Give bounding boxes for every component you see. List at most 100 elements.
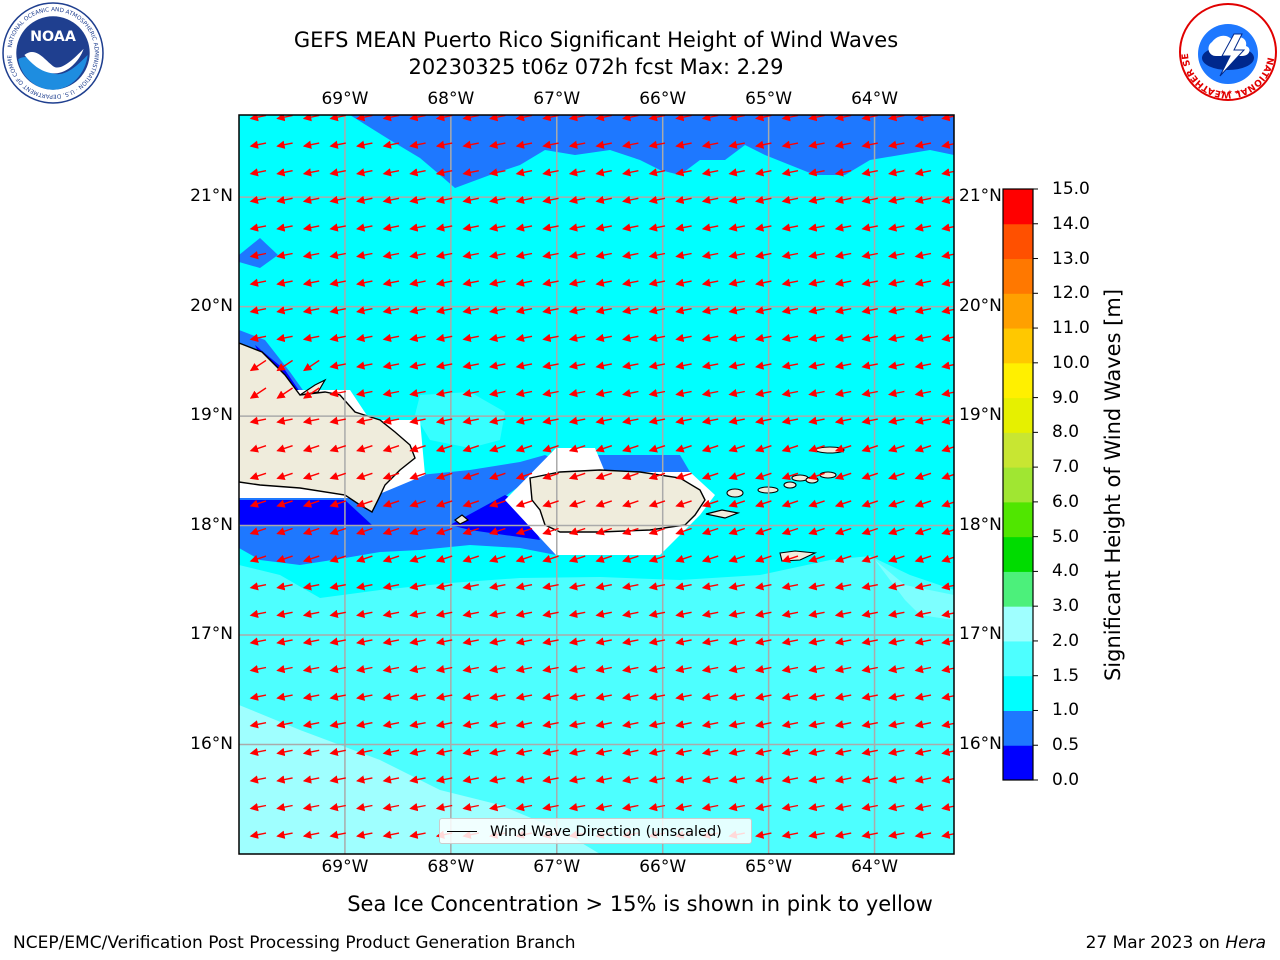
wave-direction-arrow [409,527,426,536]
wave-direction-arrow [489,775,506,784]
wave-direction-arrow [675,637,692,646]
wave-direction-arrow [356,609,373,619]
wave-direction-arrow [701,251,719,260]
wave-direction-arrow [914,775,932,784]
wave-direction-arrow [356,720,373,729]
wave-direction-arrow [675,775,692,784]
wave-direction-arrow [568,665,586,674]
wave-direction-arrow [409,115,426,122]
wave-direction-arrow [276,554,293,563]
wave-direction-arrow [329,554,347,563]
wave-direction-arrow [781,609,799,619]
wave-direction-arrow [808,692,825,701]
wave-region-0-5-1-0-pr-north [595,455,690,472]
wave-direction-arrow [914,609,932,619]
wave-direction-arrow [701,444,719,453]
wave-direction-arrow [808,803,825,812]
wave-direction-arrow [834,582,852,591]
wave-direction-arrow [914,278,932,287]
wave-direction-arrow [329,499,347,508]
wave-direction-arrow [249,609,267,619]
colorbar-tick-label: 15.0 [1052,179,1090,199]
wave-direction-arrow [888,582,905,591]
colorbar-tick-label: 4.0 [1052,561,1080,582]
wave-direction-arrow [462,665,479,674]
wave-direction-arrow [861,803,878,812]
wave-direction-arrow [808,720,825,729]
wave-direction-arrow [489,251,506,260]
wave-direction-arrow [941,609,954,619]
colorbar-tick-label: 11.0 [1052,318,1090,339]
wave-direction-arrow [675,251,692,260]
wave-direction-arrow [808,278,825,287]
wave-direction-arrow [302,527,320,536]
wave-direction-arrow [648,747,666,757]
colorbar-tick-label: 0.0 [1052,770,1080,790]
wave-direction-arrow [382,747,400,757]
wave-direction-arrow [755,582,772,591]
wave-direction-arrow [276,472,293,481]
wave-direction-arrow [648,389,666,398]
wave-direction-arrow [489,692,506,701]
wave-direction-arrow [622,472,639,481]
wave-direction-arrow [648,444,666,453]
wave-direction-arrow [489,223,506,232]
wave-direction-arrow [409,195,426,205]
wave-direction-arrow [861,527,879,536]
wave-direction-arrow [489,168,506,177]
wave-direction-arrow [701,223,719,232]
wave-direction-arrow [701,195,719,205]
wave-direction-arrow [409,168,426,177]
wave-direction-arrow [888,115,905,122]
footer-host: Hera [1225,933,1266,953]
wave-direction-arrow [489,803,506,812]
wave-direction-arrow [435,665,453,674]
wave-direction-arrow [808,609,825,619]
wave-direction-arrow [542,637,559,646]
wave-direction-arrow [356,389,373,398]
wave-direction-arrow [888,416,905,425]
wave-direction-arrow [808,665,825,674]
wave-direction-arrow [781,692,799,701]
wave-direction-arrow [781,389,799,398]
wave-direction-arrow [914,251,932,260]
wave-direction-arrow [914,830,932,839]
wave-direction-arrow [462,168,479,177]
wave-direction-arrow [329,361,346,370]
colorbar-tick-label: 1.5 [1052,665,1080,686]
wave-direction-arrow [888,747,905,757]
wave-direction-arrow [648,278,666,287]
wave-direction-arrow [834,747,852,757]
wave-region-1-5-2-0-north [415,392,505,448]
colorbar-tick-label: 1.0 [1052,700,1080,721]
wave-direction-arrow [622,389,639,398]
wave-direction-arrow [808,637,825,646]
wave-direction-arrow [595,223,612,232]
wave-direction-arrow [382,692,400,701]
wave-direction-arrow [382,609,400,619]
wave-region-2-0-3-0-east [875,560,954,620]
wave-direction-arrow [701,609,719,619]
wave-direction-arrow [462,306,479,315]
wave-direction-arrow [568,251,586,260]
wave-direction-arrow [781,527,799,536]
wave-direction-arrow [435,361,453,370]
lat-tick-label-left: 17°N [190,624,233,645]
wave-direction-arrow [462,278,479,287]
wave-direction-arrow [489,195,506,205]
wave-direction-arrow [249,416,267,425]
wave-direction-arrow [462,333,479,343]
wave-direction-arrow [542,665,559,674]
wave-direction-arrow [648,775,666,784]
wave-direction-arrow [701,582,719,591]
wave-direction-arrow [675,140,692,149]
colorbar-segment [1003,536,1033,572]
wave-direction-arrow [489,278,506,287]
wave-direction-arrow [622,527,639,536]
wave-direction-arrow [568,195,586,205]
wave-direction-arrow [834,361,852,370]
wave-direction-arrow [861,333,878,343]
wave-direction-arrow [622,306,639,315]
wave-direction-arrow [781,361,799,370]
chart-title: GEFS MEAN Puerto Rico Significant Height… [293,28,899,52]
